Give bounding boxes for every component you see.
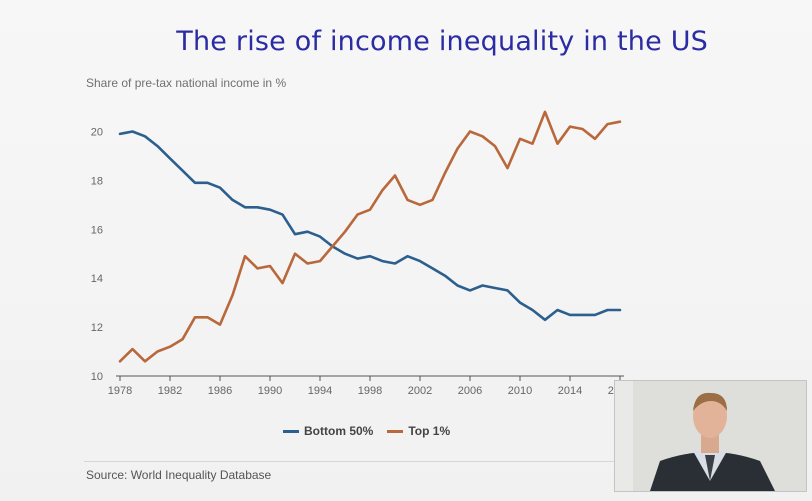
legend-swatch-top-1 (387, 429, 404, 433)
series-line-bottom-50 (118, 130, 622, 322)
y-tick-label: 18 (91, 175, 103, 187)
y-tick-label: 10 (91, 371, 103, 383)
x-tick-label: 1978 (108, 385, 132, 397)
y-tick-label: 14 (91, 273, 103, 285)
y-tick-label: 20 (91, 126, 103, 138)
x-tick-label: 1982 (158, 385, 182, 397)
presenter-video[interactable] (614, 380, 807, 492)
x-tick-label: 1998 (358, 385, 382, 397)
series-line-top-1 (118, 110, 622, 363)
footer-divider (84, 461, 614, 462)
x-tick-label: 1994 (308, 385, 332, 397)
legend-item-bottom-50: Bottom 50% (283, 424, 373, 438)
x-tick-label: 2006 (458, 385, 482, 397)
x-tick-label: 2002 (408, 385, 432, 397)
x-tick-label: 1990 (258, 385, 282, 397)
y-axis-label: Share of pre-tax national income in % (86, 76, 287, 90)
legend-swatch-bottom-50 (283, 429, 299, 433)
legend-label-bottom-50: Bottom 50% (304, 424, 374, 438)
page-title: The rise of income inequality in the US (176, 26, 708, 57)
legend-label-top-1: Top 1% (408, 424, 451, 438)
x-tick-label: 2010 (508, 385, 532, 397)
source-note: Source: World Inequality Database (86, 468, 272, 482)
x-tick-label: 1986 (208, 385, 232, 397)
legend-item-top-1: Top 1% (387, 424, 450, 438)
y-tick-label: 12 (91, 322, 103, 334)
chart-legend: Bottom 50% Top 1% (283, 424, 464, 438)
x-tick-label: 2014 (558, 385, 582, 397)
y-tick-label: 16 (91, 224, 103, 236)
presenter-silhouette-icon (615, 381, 806, 491)
